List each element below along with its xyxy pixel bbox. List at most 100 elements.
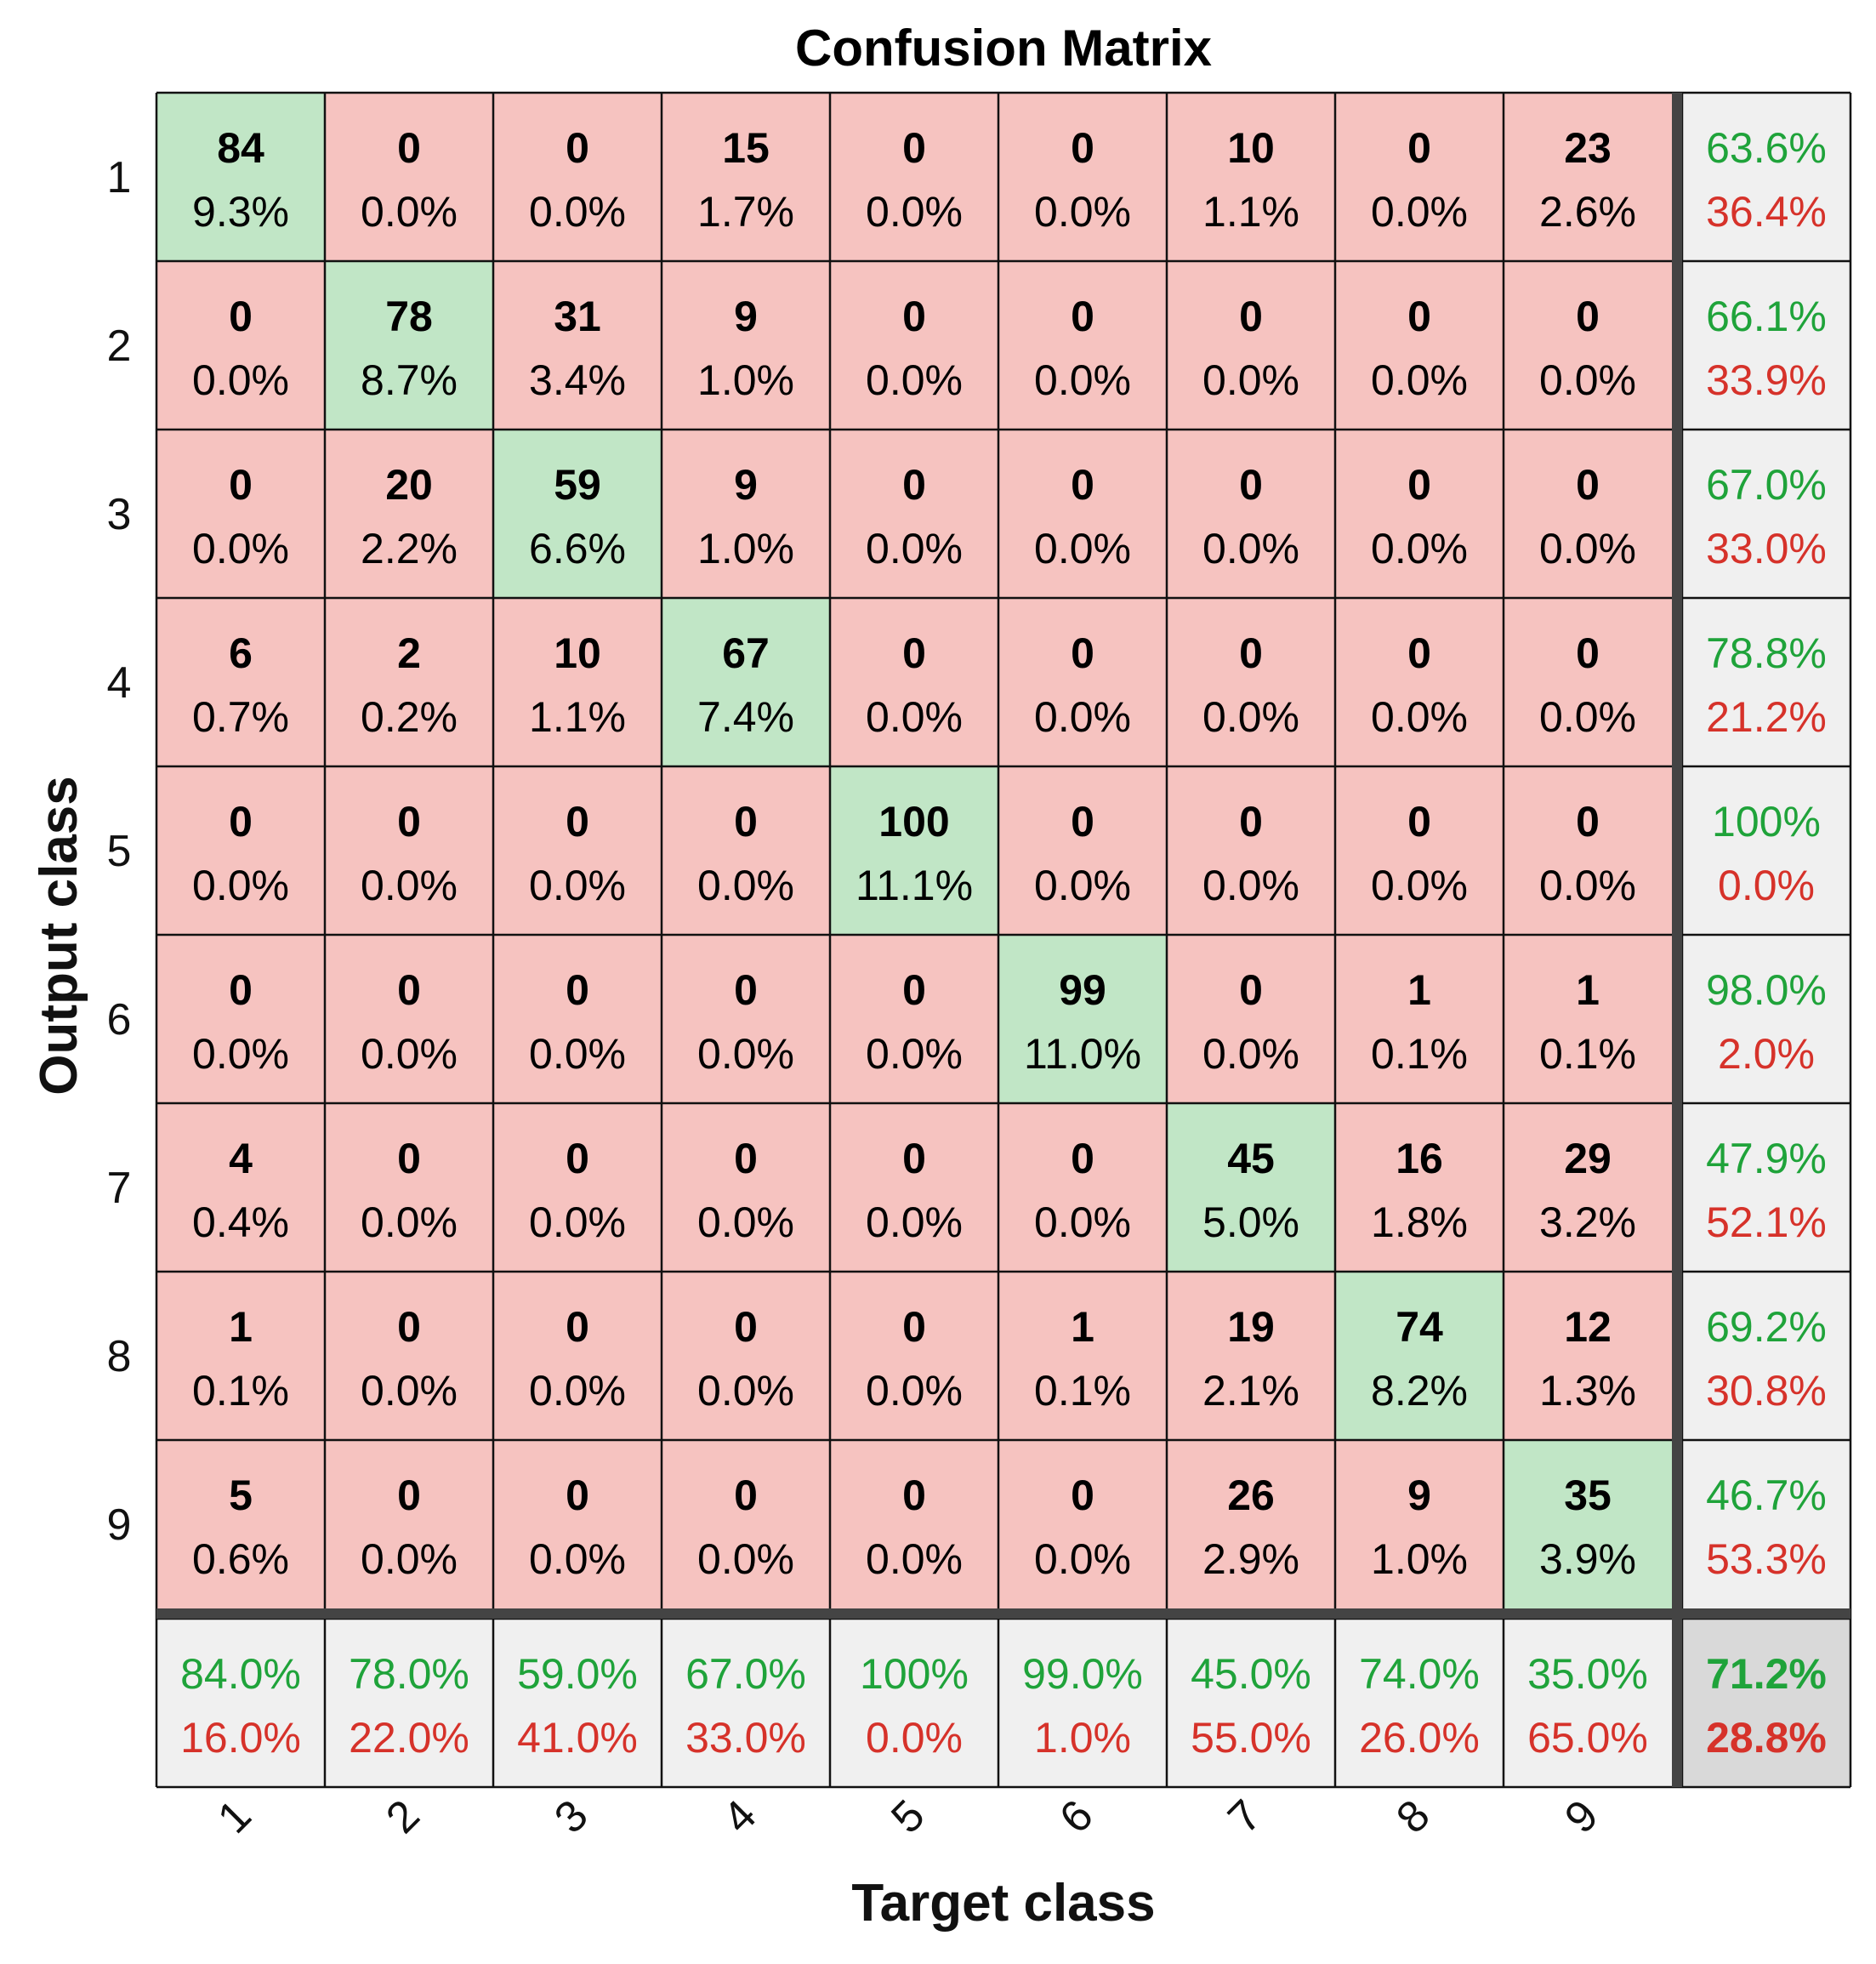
cell-count-r5-c5: 100 <box>878 798 949 845</box>
cell-bg-r9-c1 <box>156 1440 325 1608</box>
row-summary-2-error: 33.9% <box>1706 356 1827 404</box>
cell-percent-r4-c6: 0.0% <box>1034 693 1131 741</box>
cell-count-r2-c2: 78 <box>385 293 433 340</box>
cell-bg-r2-c2 <box>325 261 493 430</box>
cell-percent-r6-c7: 0.0% <box>1202 1030 1299 1078</box>
cell-bg-r8-c7 <box>1167 1272 1335 1440</box>
cell-count-r8-c9: 12 <box>1564 1303 1612 1351</box>
x-tick-6: 6 <box>1050 1790 1102 1842</box>
cell-count-r4-c4: 67 <box>722 629 770 677</box>
cell-percent-r3-c1: 0.0% <box>192 525 289 572</box>
cell-count-r1-c1: 84 <box>217 124 264 172</box>
cell-percent-r5-c9: 0.0% <box>1539 862 1636 909</box>
cell-bg-r3-c10 <box>1682 430 1850 598</box>
cell-percent-r1-c5: 0.0% <box>866 188 963 236</box>
y-tick-2: 2 <box>107 322 132 371</box>
cell-count-r5-c9: 0 <box>1576 798 1600 845</box>
cell-count-r1-c7: 10 <box>1227 124 1275 172</box>
summary-col-separator <box>1672 93 1682 1787</box>
cell-percent-r6-c9: 0.1% <box>1539 1030 1636 1078</box>
cell-count-r9-c7: 26 <box>1227 1472 1275 1519</box>
cell-percent-r7-c7: 5.0% <box>1202 1198 1299 1246</box>
cell-bg-r10-c2 <box>325 1619 493 1787</box>
cell-count-r8-c8: 74 <box>1396 1303 1443 1351</box>
cell-bg-r9-c9 <box>1504 1440 1672 1608</box>
cell-percent-r7-c2: 0.0% <box>361 1198 458 1246</box>
cell-percent-r5-c4: 0.0% <box>697 862 794 909</box>
x-tick-1: 1 <box>208 1790 260 1842</box>
cell-count-r8-c4: 0 <box>734 1303 758 1351</box>
cell-bg-r8-c6 <box>998 1272 1167 1440</box>
cell-bg-r6-c6 <box>998 935 1167 1103</box>
cell-percent-r5-c8: 0.0% <box>1371 862 1468 909</box>
cell-count-r2-c7: 0 <box>1239 293 1263 340</box>
cell-percent-r4-c5: 0.0% <box>866 693 963 741</box>
cell-bg-r5-c9 <box>1504 766 1672 935</box>
cell-count-r6-c6: 99 <box>1059 966 1106 1014</box>
cell-count-r3-c6: 0 <box>1071 461 1094 509</box>
cell-bg-r5-c6 <box>998 766 1167 935</box>
row-summary-3-correct: 67.0% <box>1706 461 1827 509</box>
col-summary-5-error: 0.0% <box>866 1714 963 1762</box>
cell-bg-r5-c5 <box>830 766 998 935</box>
cell-count-r5-c8: 0 <box>1407 798 1431 845</box>
row-summary-9-correct: 46.7% <box>1706 1472 1827 1519</box>
cell-count-r3-c5: 0 <box>902 461 926 509</box>
summary-row-separator <box>156 1608 1850 1619</box>
cell-percent-r9-c3: 0.0% <box>529 1535 626 1583</box>
cell-bg-r3-c1 <box>156 430 325 598</box>
x-tick-labels: 1 2 3 4 5 6 7 8 9 <box>208 1790 1607 1842</box>
cell-bg-r5-c10 <box>1682 766 1850 935</box>
cell-percent-r1-c9: 2.6% <box>1539 188 1636 236</box>
row-summary-8-correct: 69.2% <box>1706 1303 1827 1351</box>
cell-bg-r4-c5 <box>830 598 998 766</box>
cell-percent-r5-c5: 11.1% <box>856 862 973 909</box>
cell-bg-r7-c1 <box>156 1103 325 1272</box>
cell-bg-r3-c9 <box>1504 430 1672 598</box>
cell-percent-r1-c7: 1.1% <box>1202 188 1299 236</box>
col-summary-1-error: 16.0% <box>180 1714 301 1762</box>
cell-percent-r6-c3: 0.0% <box>529 1030 626 1078</box>
cell-percent-r6-c2: 0.0% <box>361 1030 458 1078</box>
cell-percent-r3-c9: 0.0% <box>1539 525 1636 572</box>
cell-count-r7-c1: 4 <box>229 1135 253 1182</box>
cell-percent-r2-c6: 0.0% <box>1034 356 1131 404</box>
row-summary-2-correct: 66.1% <box>1706 293 1827 340</box>
cell-bg-r7-c4 <box>662 1103 830 1272</box>
cell-percent-r2-c8: 0.0% <box>1371 356 1468 404</box>
row-summary-4-correct: 78.8% <box>1706 629 1827 677</box>
cell-bg-r9-c3 <box>493 1440 662 1608</box>
cell-percent-r9-c1: 0.6% <box>192 1535 289 1583</box>
cell-bg-r2-c3 <box>493 261 662 430</box>
cell-count-r6-c2: 0 <box>397 966 421 1014</box>
x-tick-7: 7 <box>1219 1790 1271 1842</box>
cell-count-r3-c9: 0 <box>1576 461 1600 509</box>
y-tick-4: 4 <box>107 658 132 708</box>
cell-count-r9-c9: 35 <box>1564 1472 1612 1519</box>
cell-percent-r6-c4: 0.0% <box>697 1030 794 1078</box>
cell-bg-r1-c7 <box>1167 93 1335 261</box>
cell-percent-r3-c4: 1.0% <box>697 525 794 572</box>
cell-bg-r1-c6 <box>998 93 1167 261</box>
cell-count-r5-c7: 0 <box>1239 798 1263 845</box>
cell-count-r2-c8: 0 <box>1407 293 1431 340</box>
cell-count-r6-c1: 0 <box>229 966 253 1014</box>
cell-percent-r7-c8: 1.8% <box>1371 1198 1468 1246</box>
cell-bg-r5-c7 <box>1167 766 1335 935</box>
cell-count-r9-c6: 0 <box>1071 1472 1094 1519</box>
cell-bg-r10-c3 <box>493 1619 662 1787</box>
row-summary-6-correct: 98.0% <box>1706 966 1827 1014</box>
cell-bg-r6-c10 <box>1682 935 1850 1103</box>
cell-bg-r8-c5 <box>830 1272 998 1440</box>
cell-count-r7-c6: 0 <box>1071 1135 1094 1182</box>
cell-bg-r7-c3 <box>493 1103 662 1272</box>
cell-percent-r4-c2: 0.2% <box>361 693 458 741</box>
cell-percent-r4-c8: 0.0% <box>1371 693 1468 741</box>
cell-count-r1-c3: 0 <box>566 124 589 172</box>
cell-bg-r9-c10 <box>1682 1440 1850 1608</box>
row-summary-5-correct: 100% <box>1712 798 1821 845</box>
cell-count-r6-c8: 1 <box>1407 966 1431 1014</box>
cell-count-r5-c4: 0 <box>734 798 758 845</box>
cell-percent-r4-c9: 0.0% <box>1539 693 1636 741</box>
cell-count-r2-c4: 9 <box>734 293 758 340</box>
